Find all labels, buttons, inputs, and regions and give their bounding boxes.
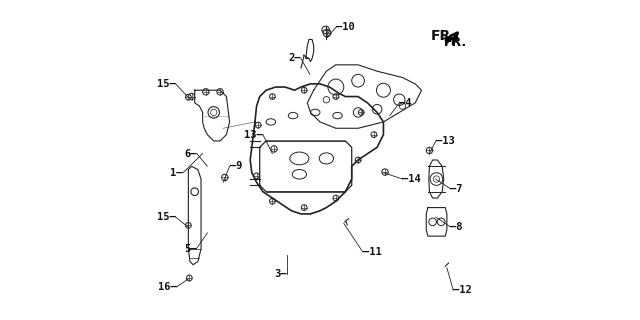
Text: 15—: 15— (157, 79, 175, 89)
Text: —12: —12 (453, 285, 472, 295)
Text: FR.: FR. (444, 36, 467, 49)
Text: 16—: 16— (158, 282, 177, 292)
Text: FR.: FR. (431, 29, 456, 43)
Text: 13—: 13— (244, 130, 263, 140)
Text: —4: —4 (399, 98, 412, 108)
Text: 2—: 2— (289, 53, 301, 63)
Text: —7: —7 (450, 184, 463, 194)
Text: 5—: 5— (184, 244, 196, 254)
Text: —9: —9 (230, 161, 242, 171)
Text: —10: —10 (337, 22, 355, 32)
Text: —14: —14 (403, 174, 421, 184)
Text: 6—: 6— (184, 149, 197, 159)
Text: —11: —11 (363, 247, 381, 257)
Text: 3—: 3— (274, 269, 287, 279)
Text: 1—: 1— (170, 168, 183, 178)
Text: —8: —8 (450, 222, 463, 232)
Text: 15—: 15— (157, 212, 175, 222)
Text: —13: —13 (436, 136, 454, 146)
